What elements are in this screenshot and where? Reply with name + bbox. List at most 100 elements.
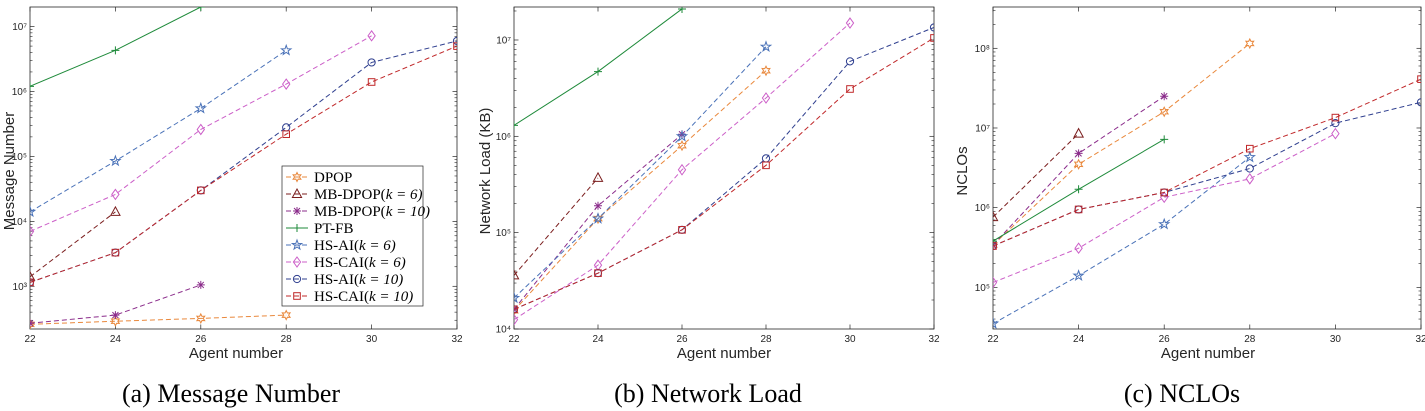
y-tick-label: 10⁶ [496, 132, 511, 143]
data-point [593, 212, 603, 225]
x-tick-label: 22 [24, 334, 36, 345]
data-point [110, 315, 121, 327]
data-point [761, 65, 771, 77]
x-tick-label: 28 [281, 334, 293, 345]
data-point [452, 36, 457, 46]
data-point [30, 270, 36, 281]
data-point [30, 82, 34, 91]
series-line [30, 7, 205, 91]
data-point [195, 312, 206, 325]
x-tick-label: 22 [508, 334, 520, 345]
data-point [196, 280, 205, 289]
y-tick-label: 10⁸ [975, 44, 990, 55]
legend-marker [292, 274, 302, 284]
data-point [1160, 135, 1169, 144]
x-tick-label: 24 [1073, 334, 1085, 345]
minor-ticks [993, 9, 1421, 320]
y-tick-label: 10⁷ [12, 22, 27, 33]
legend-marker [292, 256, 302, 268]
legend-entry: MB-DPOP(k = 10) [286, 204, 430, 220]
data-point [1331, 113, 1340, 122]
y-tick-label: 10⁵ [12, 152, 27, 163]
data-point [1331, 119, 1340, 128]
data-point [367, 58, 376, 67]
caption: (c) NCLOs [1124, 379, 1240, 408]
data-point [993, 239, 998, 251]
legend-label: PT-FB [314, 221, 353, 237]
series-path [514, 22, 851, 321]
x-tick-label: 26 [195, 334, 207, 345]
series-path [30, 35, 372, 232]
legend-marker [291, 187, 303, 198]
series-path [30, 284, 201, 324]
series-line [993, 127, 1340, 289]
legend-marker [293, 224, 301, 232]
data-point [30, 319, 34, 328]
data-point [514, 291, 521, 304]
data-point [1072, 269, 1085, 281]
data-point [1331, 127, 1340, 140]
x-tick-label: 32 [451, 334, 463, 345]
data-point [591, 212, 605, 224]
data-point [514, 121, 518, 130]
series-line [514, 40, 773, 304]
series-path [30, 211, 116, 278]
legend-entry: DPOP [286, 170, 352, 186]
series-line [993, 37, 1255, 251]
series-line [993, 92, 1169, 249]
series-line [30, 309, 292, 329]
data-point [929, 23, 934, 32]
series-line [514, 23, 934, 314]
data-point [1246, 144, 1254, 153]
data-point [194, 101, 208, 114]
legend-marker [292, 171, 302, 183]
data-point [1157, 217, 1171, 230]
data-point [1417, 75, 1421, 83]
legend-label: DPOP [314, 170, 352, 186]
data-point [1074, 205, 1083, 214]
data-point [367, 78, 376, 86]
legend-entry: HS-AI(k = 6) [286, 238, 396, 254]
data-point [1245, 172, 1255, 185]
legend-entry: MB-DPOP(k = 6) [286, 187, 422, 203]
data-point [993, 276, 998, 289]
data-point [109, 205, 121, 216]
legend-label: HS-CAI(k = 6) [314, 255, 406, 271]
data-point [1073, 127, 1085, 138]
x-tick-label: 28 [760, 334, 772, 345]
y-tick-label: 10⁷ [496, 35, 511, 46]
panel-nclos: NCLOs Agent number (c) NCLOs 10⁵ 10⁶ 10⁷ 10… [954, 6, 1425, 408]
data-point [30, 278, 34, 287]
series-path [993, 133, 1336, 283]
legend-entry: PT-FB [286, 221, 353, 237]
data-point [677, 163, 687, 176]
data-point [1073, 158, 1084, 170]
series-line [993, 127, 1085, 222]
y-tick-label: 10⁵ [496, 228, 511, 239]
data-point [993, 242, 997, 250]
data-point [281, 78, 291, 90]
series-line [514, 130, 686, 314]
series-path [514, 8, 683, 126]
data-point [594, 269, 602, 277]
series-path [993, 133, 1079, 218]
data-point [197, 186, 205, 195]
data-point [846, 85, 854, 93]
series-path [30, 314, 287, 325]
data-point [514, 305, 518, 314]
legend-entry: HS-CAI(k = 6) [286, 255, 406, 271]
data-point [1160, 92, 1169, 101]
x-tick-label: 26 [676, 334, 688, 345]
series-path [993, 43, 1251, 246]
data-point [1416, 98, 1421, 107]
data-point [111, 46, 120, 55]
series-line [30, 205, 121, 281]
data-point [1244, 37, 1255, 50]
data-point [761, 92, 771, 104]
legend-marker [290, 238, 304, 251]
data-point [678, 7, 686, 13]
ylabel: Message Number [1, 112, 18, 230]
y-tick-label: 10⁶ [12, 87, 27, 98]
series-path [993, 101, 1421, 247]
